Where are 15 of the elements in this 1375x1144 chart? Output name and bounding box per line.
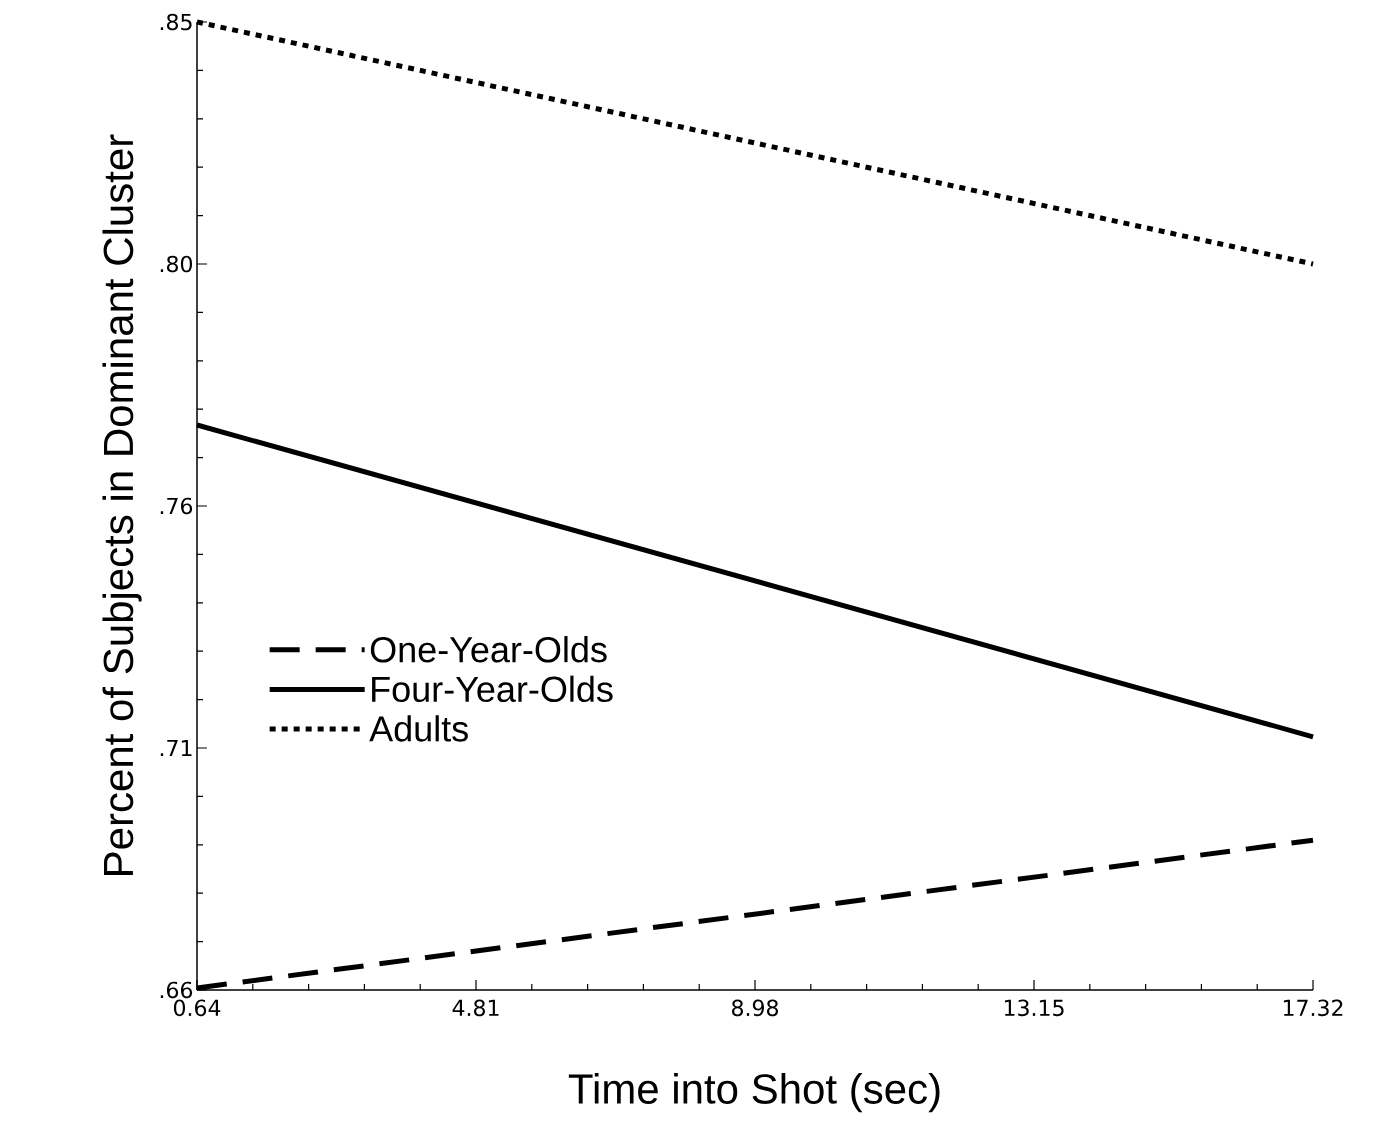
y-tick-label: .85 bbox=[160, 13, 192, 31]
x-tick-label: 17.32 bbox=[1283, 999, 1343, 1017]
x-tick-label: 8.98 bbox=[732, 999, 778, 1017]
x-tick-label: 0.64 bbox=[173, 999, 221, 1017]
y-tick-label: .71 bbox=[160, 739, 192, 757]
x-tick-label: 4.81 bbox=[452, 999, 499, 1017]
y-tick-label: .66 bbox=[160, 981, 193, 999]
legend-label: One-Year-Olds bbox=[370, 636, 607, 663]
x-axis-title: Time into Shot (sec) bbox=[568, 1073, 940, 1113]
y-tick-label: .80 bbox=[160, 255, 192, 273]
x-tick-label: 13.15 bbox=[1004, 999, 1064, 1017]
y-axis-title: Percent of Subjects in Dominant Cluster bbox=[102, 134, 142, 875]
legend-label: Four-Year-Olds bbox=[372, 675, 613, 703]
legend-label: Adults bbox=[369, 715, 468, 742]
y-tick-label: .76 bbox=[160, 497, 193, 515]
